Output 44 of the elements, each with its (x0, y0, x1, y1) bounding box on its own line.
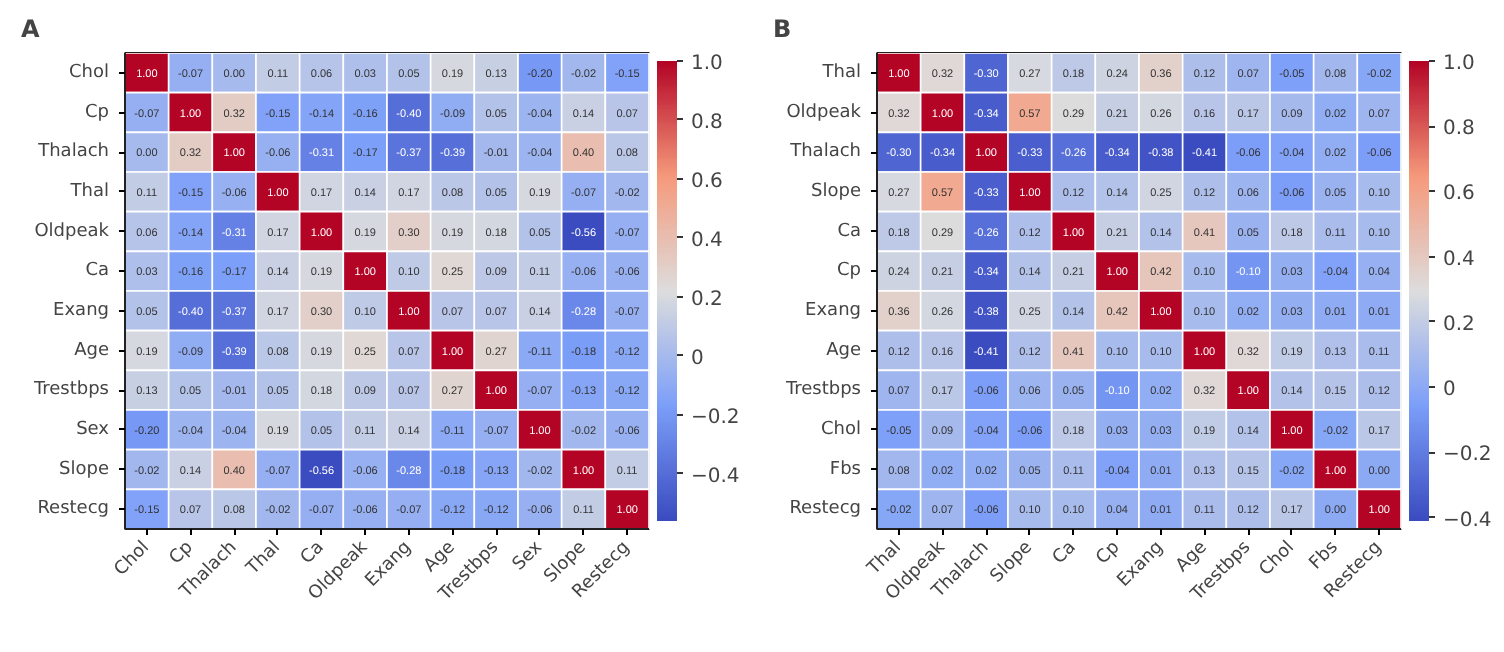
color-bar-label: −0.4 (691, 465, 740, 488)
color-bar-label: 0.2 (1443, 313, 1475, 336)
y-tick-label: Trestbps (783, 380, 862, 401)
color-bar-label: −0.2 (691, 406, 740, 429)
y-tick-label: Fbs (829, 459, 862, 480)
y-tick-label: Exang (805, 300, 862, 321)
y-tick-label: Cp (85, 102, 110, 123)
y-tick-label: Thal (68, 181, 109, 202)
y-tick-label: Ca (85, 261, 110, 282)
y-tick-label: Age (74, 340, 110, 361)
y-tick-label: Thal (820, 62, 861, 83)
color-bar-label: 0.2 (691, 288, 723, 311)
y-tick-label: Restecg (37, 499, 110, 520)
y-tick-label: Chol (821, 419, 862, 440)
y-tick-label: Ca (837, 221, 862, 242)
y-tick-label: Exang (53, 300, 110, 321)
color-bar-label: −0.2 (1443, 444, 1492, 467)
color-bar-label: 0.4 (1443, 248, 1475, 271)
color-bar-label: 0 (1443, 379, 1456, 402)
y-tick-label: Chol (69, 62, 110, 83)
y-tick-label: Oldpeak (786, 102, 863, 123)
color-bar-label: 0 (691, 347, 704, 370)
y-tick-label: Age (826, 340, 862, 361)
color-bar-label: 0.6 (1443, 183, 1475, 206)
y-tick-label: Thalach (788, 142, 862, 163)
y-tick-label: Trestbps (31, 380, 110, 401)
color-bar-label: 0.4 (691, 229, 723, 252)
chart-title: A (21, 15, 41, 43)
color-bar-label: 0.8 (1443, 118, 1475, 141)
y-tick-label: Sex (76, 419, 111, 440)
x-tick-label: Ca (1049, 537, 1081, 569)
color-bar-label: 1.0 (1443, 53, 1475, 75)
color-bar-label: 1.0 (691, 53, 723, 75)
y-tick-label: Slope (811, 181, 862, 202)
y-tick-label: Restecg (789, 499, 862, 520)
y-tick-label: Cp (837, 261, 862, 282)
y-tick-label: Thalach (36, 142, 110, 163)
y-tick-label: Oldpeak (34, 221, 111, 242)
chart-title: B (773, 15, 792, 43)
color-bar-label: 0.8 (691, 111, 723, 134)
color-bar-label: −0.4 (1443, 509, 1492, 532)
color-bar-label: 0.6 (691, 170, 723, 193)
x-tick-label: Cp (1093, 537, 1125, 570)
y-tick-label: Slope (59, 459, 110, 480)
